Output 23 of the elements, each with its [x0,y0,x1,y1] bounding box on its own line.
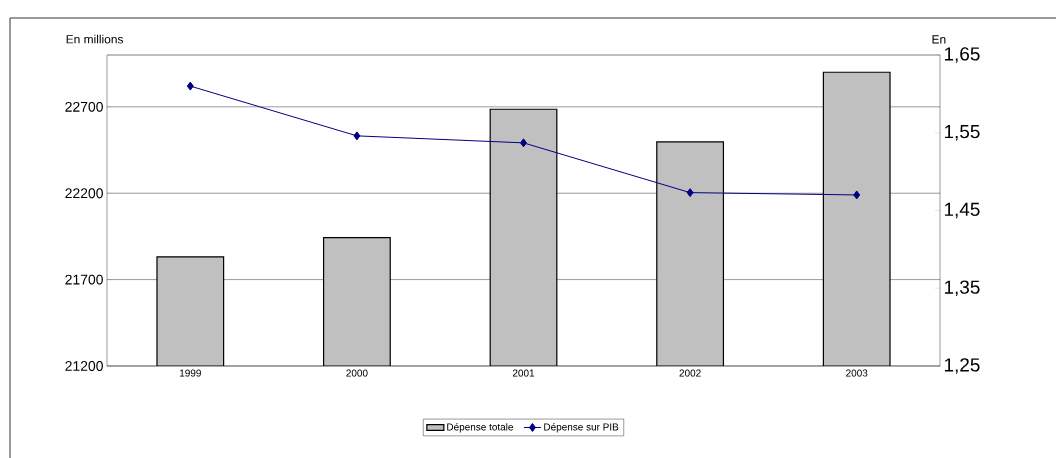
y2-tick-label: 1,55 [944,125,980,141]
x-tick-label: 1999 [179,369,201,377]
point [686,188,694,198]
y2-tick-label: 1,25 [944,358,980,374]
point [186,81,194,91]
legend-label: Dépense sur PIB [544,423,619,433]
legend-label: Dépense totale [447,423,513,433]
y-tick-label: 21200 [65,361,103,371]
x-tick-label: 2003 [846,369,868,377]
point [353,131,361,141]
x-tick-label: 2001 [512,369,535,377]
x-tick-label: 2000 [346,369,368,377]
y-tick-label: 22700 [65,101,103,112]
y-tick-label: 22200 [65,188,103,199]
y2-tick-label: 1,65 [944,47,980,63]
y-axis-title: En millions [66,34,124,44]
y2-tick-label: 1,45 [944,202,980,219]
point [853,190,861,200]
y2-axis-title: En [932,35,946,44]
y-tick-label: 21700 [65,274,103,285]
x-tick-label: 2002 [679,369,701,377]
y2-tick-label: 1,35 [944,280,980,297]
point [520,138,527,148]
